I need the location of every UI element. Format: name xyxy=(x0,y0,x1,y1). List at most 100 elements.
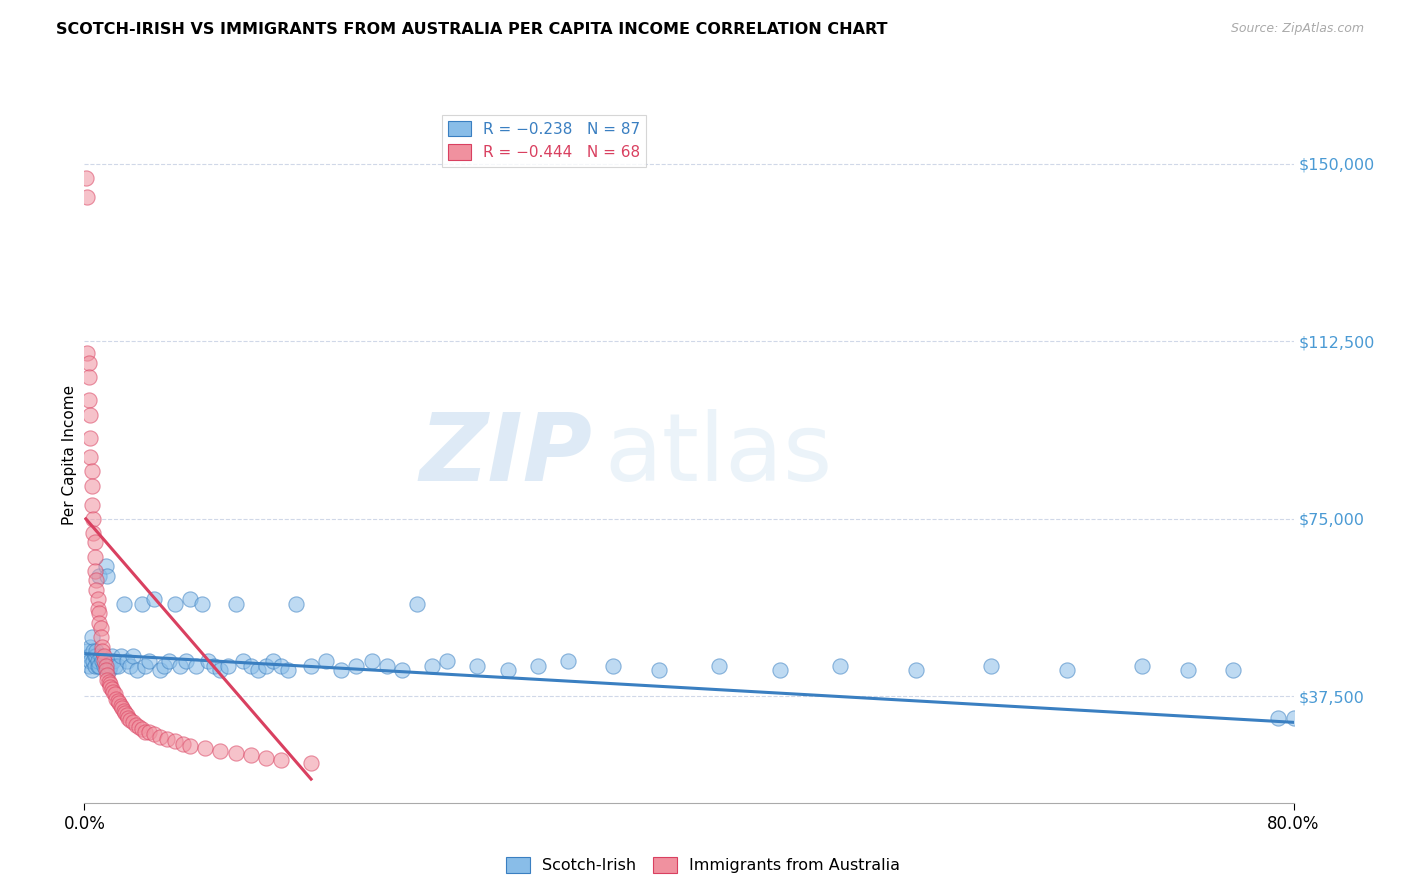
Point xyxy=(128,720,150,734)
Point xyxy=(89,607,111,621)
Point xyxy=(112,597,135,611)
Point xyxy=(87,592,110,607)
Point xyxy=(90,649,112,664)
Point xyxy=(93,654,115,668)
Point xyxy=(169,658,191,673)
Point xyxy=(174,654,197,668)
Point xyxy=(254,658,277,673)
Point xyxy=(80,478,103,492)
Point xyxy=(110,649,132,664)
Point xyxy=(285,597,308,611)
Text: SCOTCH-IRISH VS IMMIGRANTS FROM AUSTRALIA PER CAPITA INCOME CORRELATION CHART: SCOTCH-IRISH VS IMMIGRANTS FROM AUSTRALI… xyxy=(56,22,887,37)
Point xyxy=(89,658,111,673)
Point xyxy=(79,654,101,668)
Point xyxy=(1130,658,1153,673)
Point xyxy=(153,658,176,673)
Point xyxy=(172,737,194,751)
Point xyxy=(93,649,115,664)
Point xyxy=(179,739,201,753)
Point xyxy=(127,663,149,677)
Point xyxy=(118,713,141,727)
Point xyxy=(112,704,135,718)
Point xyxy=(1056,663,1078,677)
Point xyxy=(117,710,139,724)
Point xyxy=(104,658,127,673)
Point xyxy=(87,601,110,615)
Point xyxy=(114,706,136,720)
Point xyxy=(96,568,118,582)
Point xyxy=(138,724,160,739)
Point xyxy=(315,654,337,668)
Point xyxy=(84,658,107,673)
Point xyxy=(79,640,101,654)
Point xyxy=(98,680,121,694)
Point xyxy=(142,727,165,741)
Point xyxy=(125,717,148,731)
Point xyxy=(79,408,101,422)
Y-axis label: Per Capita Income: Per Capita Income xyxy=(62,384,77,525)
Point xyxy=(76,190,98,204)
Point xyxy=(77,393,100,408)
Point xyxy=(86,649,108,664)
Point xyxy=(391,663,413,677)
Point xyxy=(142,592,165,607)
Point xyxy=(769,663,792,677)
Point xyxy=(98,658,121,673)
Point xyxy=(107,694,129,708)
Point xyxy=(101,654,124,668)
Point xyxy=(87,658,110,673)
Point xyxy=(77,658,100,673)
Point xyxy=(980,658,1002,673)
Point xyxy=(79,431,101,445)
Point xyxy=(156,731,179,746)
Point xyxy=(904,663,927,677)
Point xyxy=(77,369,100,384)
Point xyxy=(98,677,121,691)
Point xyxy=(262,654,284,668)
Point xyxy=(80,630,103,644)
Point xyxy=(100,649,122,664)
Point xyxy=(149,663,172,677)
Point xyxy=(93,658,115,673)
Point xyxy=(191,597,214,611)
Point xyxy=(86,574,108,588)
Point xyxy=(134,724,156,739)
Point xyxy=(194,741,217,756)
Point xyxy=(96,668,118,682)
Point xyxy=(107,658,129,673)
Point xyxy=(270,753,292,767)
Point xyxy=(648,663,671,677)
Point xyxy=(89,615,111,630)
Point xyxy=(76,346,98,360)
Point xyxy=(91,654,114,668)
Point xyxy=(225,597,247,611)
Point xyxy=(202,658,225,673)
Text: Source: ZipAtlas.com: Source: ZipAtlas.com xyxy=(1230,22,1364,36)
Point xyxy=(80,465,103,479)
Point xyxy=(77,356,100,370)
Point xyxy=(239,658,262,673)
Point xyxy=(330,663,353,677)
Point xyxy=(86,644,108,658)
Point xyxy=(254,751,277,765)
Point xyxy=(420,658,443,673)
Legend: Scotch-Irish, Immigrants from Australia: Scotch-Irish, Immigrants from Australia xyxy=(499,850,907,880)
Point xyxy=(104,687,127,701)
Point xyxy=(217,658,239,673)
Point xyxy=(496,663,519,677)
Point xyxy=(82,654,104,668)
Point xyxy=(118,658,141,673)
Point xyxy=(149,730,172,744)
Point xyxy=(111,701,134,715)
Point xyxy=(138,654,160,668)
Legend: R = −0.238   N = 87, R = −0.444   N = 68: R = −0.238 N = 87, R = −0.444 N = 68 xyxy=(441,115,647,167)
Point xyxy=(84,549,107,564)
Point xyxy=(105,691,128,706)
Point xyxy=(94,658,117,673)
Point xyxy=(225,746,247,760)
Point xyxy=(82,526,104,541)
Point xyxy=(97,675,120,690)
Point xyxy=(82,512,104,526)
Point xyxy=(360,654,382,668)
Point xyxy=(299,658,322,673)
